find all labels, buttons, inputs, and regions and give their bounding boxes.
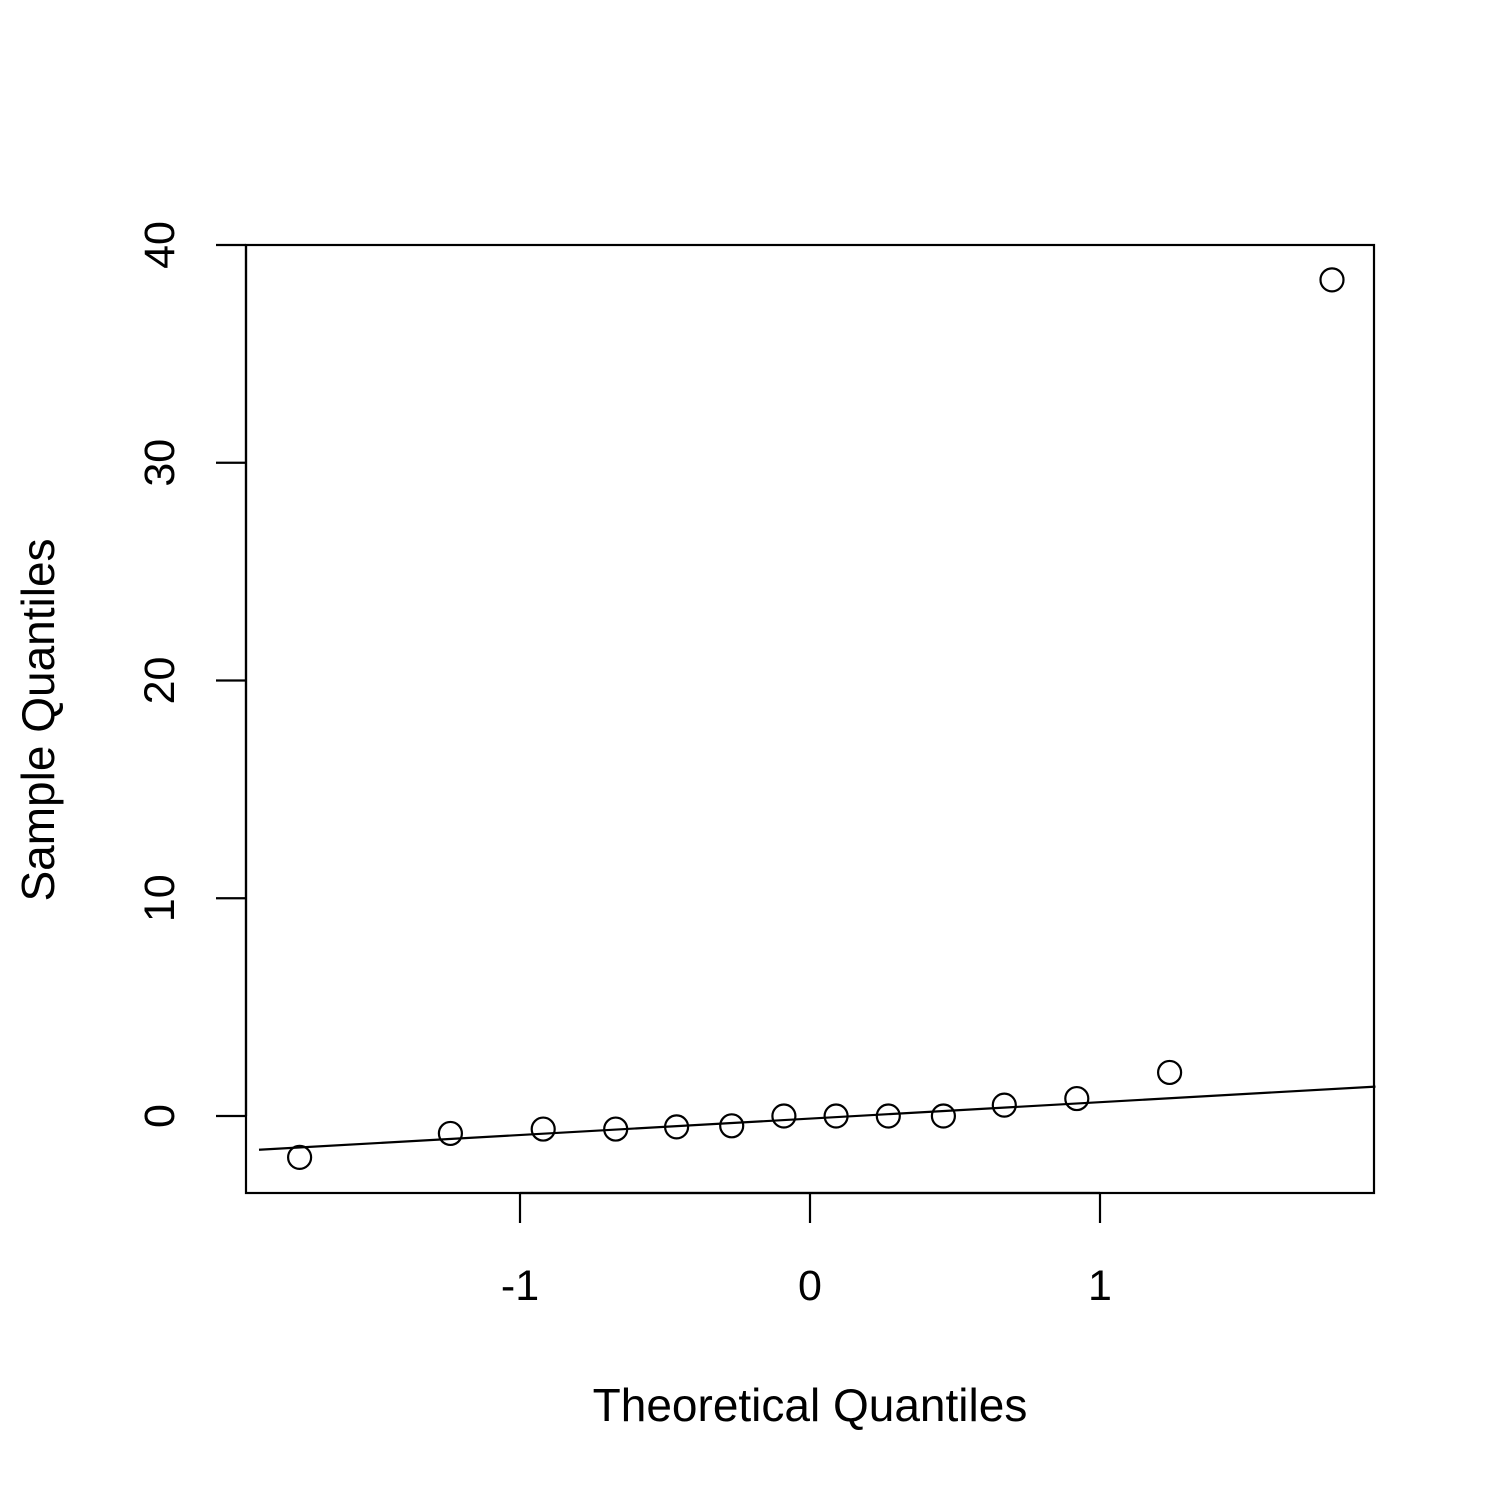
data-point	[823, 1103, 849, 1129]
data-point	[719, 1113, 745, 1139]
data-point	[1064, 1085, 1090, 1112]
data-point	[530, 1116, 556, 1142]
x-axis-label: Theoretical Quantiles	[593, 1379, 1028, 1431]
x-axis: -1 0 1	[501, 1191, 1112, 1310]
y-axis: 0 10 20 30 40	[136, 221, 248, 1128]
x-tick-label: 1	[1088, 1262, 1112, 1310]
x-tick-label: 0	[798, 1262, 822, 1310]
y-tick-label: 0	[136, 1104, 184, 1128]
data-point	[1156, 1059, 1183, 1086]
points-group	[287, 267, 1345, 1170]
data-point	[663, 1114, 690, 1140]
data-point	[991, 1092, 1017, 1118]
y-tick-label: 20	[136, 657, 184, 705]
data-point	[437, 1120, 463, 1147]
data-point	[930, 1103, 957, 1129]
y-tick-label: 10	[136, 874, 184, 922]
data-point	[875, 1103, 901, 1129]
data-point	[603, 1116, 629, 1142]
x-tick-label: -1	[501, 1262, 539, 1310]
y-tick-label: 30	[136, 439, 184, 487]
reference-line	[258, 1085, 1376, 1151]
data-point	[1319, 267, 1345, 293]
plot-frame	[244, 243, 1376, 1195]
data-point	[771, 1103, 797, 1129]
y-tick-label: 40	[136, 221, 184, 269]
data-point	[287, 1144, 313, 1170]
y-axis-label: Sample Quantiles	[12, 538, 64, 901]
reference-line-group	[258, 1085, 1376, 1151]
